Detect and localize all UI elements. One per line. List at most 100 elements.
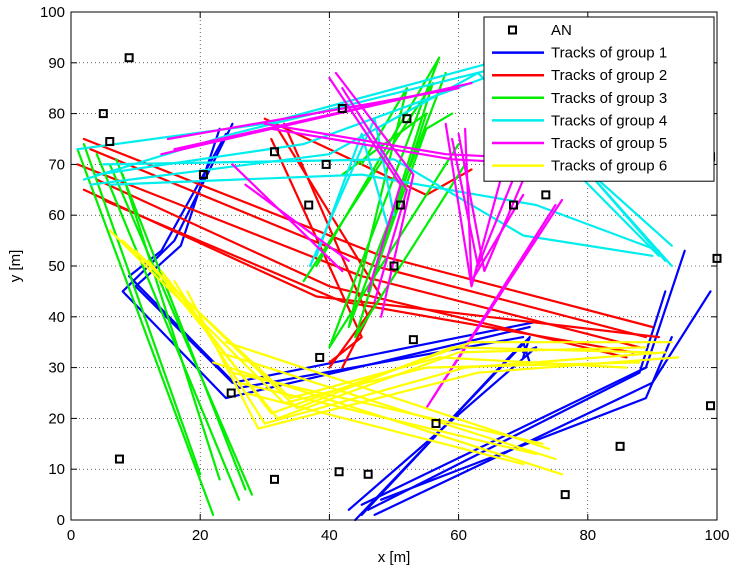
anchor-node-marker bbox=[226, 388, 236, 398]
x-tick-label: 80 bbox=[579, 527, 596, 544]
series-group-3 bbox=[76, 56, 467, 517]
legend-anchor-marker bbox=[508, 25, 517, 35]
anchor-node-marker bbox=[321, 159, 331, 169]
track-line bbox=[102, 198, 635, 354]
legend-label: Tracks of group 3 bbox=[551, 90, 667, 107]
y-tick-label: 70 bbox=[48, 156, 65, 173]
y-tick-label: 0 bbox=[57, 512, 65, 529]
x-tick-label: 60 bbox=[450, 527, 467, 544]
track-line bbox=[82, 143, 202, 476]
anchor-node-marker bbox=[615, 441, 625, 451]
x-tick-label: 40 bbox=[321, 527, 338, 544]
track-line bbox=[231, 371, 544, 445]
track-line bbox=[76, 148, 215, 517]
anchor-nodes bbox=[98, 53, 722, 500]
legend-label: Tracks of group 4 bbox=[551, 112, 667, 129]
anchor-node-marker bbox=[334, 467, 344, 477]
track-line bbox=[231, 163, 344, 273]
track-line bbox=[108, 173, 661, 252]
track-line bbox=[115, 158, 247, 491]
anchor-node-marker bbox=[198, 170, 208, 180]
track-line bbox=[347, 71, 447, 329]
anchor-node-marker bbox=[114, 454, 124, 464]
y-tick-label: 50 bbox=[48, 258, 65, 275]
legend-label: Tracks of group 6 bbox=[551, 158, 667, 175]
anchor-node-marker bbox=[431, 418, 441, 428]
y-tick-label: 60 bbox=[48, 207, 65, 224]
x-axis-label: x [m] bbox=[378, 549, 411, 566]
track-line bbox=[341, 87, 408, 303]
anchor-node-marker bbox=[389, 261, 399, 271]
track-line bbox=[121, 173, 221, 481]
y-tick-label: 90 bbox=[48, 55, 65, 72]
x-tick-label: 100 bbox=[704, 527, 729, 544]
track-line bbox=[315, 56, 460, 349]
track-line bbox=[237, 381, 538, 456]
track-line bbox=[438, 198, 564, 389]
legend-label: Tracks of group 1 bbox=[551, 45, 667, 62]
anchor-node-marker bbox=[269, 474, 279, 484]
legend-label: AN bbox=[551, 22, 572, 39]
anchor-node-marker bbox=[402, 114, 412, 124]
legend-item: Tracks of group 3 bbox=[492, 90, 667, 107]
y-tick-label: 100 bbox=[40, 4, 65, 21]
track-line bbox=[367, 290, 667, 511]
anchor-node-marker bbox=[560, 490, 570, 500]
track-line bbox=[360, 249, 686, 506]
track-line bbox=[89, 148, 648, 339]
anchor-node-marker bbox=[105, 137, 115, 147]
series-group-6 bbox=[108, 229, 680, 476]
anchor-node-marker bbox=[395, 200, 405, 210]
series-group-1 bbox=[121, 122, 712, 522]
y-tick-label: 10 bbox=[48, 461, 65, 478]
anchor-node-marker bbox=[315, 352, 325, 362]
x-tick-label: 20 bbox=[192, 527, 209, 544]
anchor-node-marker bbox=[124, 53, 134, 63]
legend-item: Tracks of group 1 bbox=[492, 45, 667, 62]
track-line bbox=[160, 92, 428, 156]
legend-item: Tracks of group 4 bbox=[492, 112, 667, 129]
anchor-node-marker bbox=[269, 147, 279, 157]
legend: AN Tracks of group 1 Tracks of group 2 Trac… bbox=[483, 16, 715, 182]
legend-item: Tracks of group 2 bbox=[492, 67, 667, 84]
track-line bbox=[95, 153, 241, 501]
track-line bbox=[128, 132, 525, 389]
track-line bbox=[218, 351, 557, 461]
track-line bbox=[244, 391, 525, 466]
anchor-node-marker bbox=[304, 200, 314, 210]
anchor-node-marker bbox=[509, 200, 519, 210]
track-line bbox=[444, 122, 512, 288]
anchor-node-marker bbox=[706, 401, 716, 411]
x-tick-label: 0 bbox=[67, 527, 75, 544]
track-line bbox=[451, 137, 525, 268]
track-line bbox=[315, 132, 389, 257]
y-tick-label: 30 bbox=[48, 360, 65, 377]
y-axis-label: y [m] bbox=[7, 250, 24, 283]
track-line bbox=[380, 336, 673, 501]
anchor-node-marker bbox=[363, 469, 373, 479]
track-line bbox=[160, 270, 673, 415]
track-line bbox=[121, 122, 531, 400]
anchor-node-marker bbox=[408, 335, 418, 345]
legend-item: Tracks of group 6 bbox=[492, 158, 667, 175]
axis-ticks: 0 20 40 60 80 100 0 10 20 30 40 50 60 70 80 90 100 bbox=[40, 4, 730, 544]
anchor-node-marker bbox=[98, 109, 108, 119]
y-tick-label: 40 bbox=[48, 309, 65, 326]
track-line bbox=[108, 163, 253, 496]
legend-item: AN bbox=[508, 22, 572, 39]
track-line bbox=[270, 137, 363, 364]
legend-label: Tracks of group 5 bbox=[551, 135, 667, 152]
track-line bbox=[102, 158, 654, 257]
legend-box bbox=[483, 16, 715, 182]
track-line bbox=[224, 341, 551, 450]
anchor-node-marker bbox=[541, 190, 551, 200]
y-tick-label: 20 bbox=[48, 410, 65, 427]
legend-label: Tracks of group 2 bbox=[551, 67, 667, 84]
track-line bbox=[464, 127, 525, 283]
anchor-node-marker bbox=[337, 104, 347, 114]
track-line bbox=[244, 183, 350, 262]
legend-item: Tracks of group 5 bbox=[492, 135, 667, 152]
y-tick-label: 80 bbox=[48, 106, 65, 123]
track-line bbox=[328, 76, 402, 293]
